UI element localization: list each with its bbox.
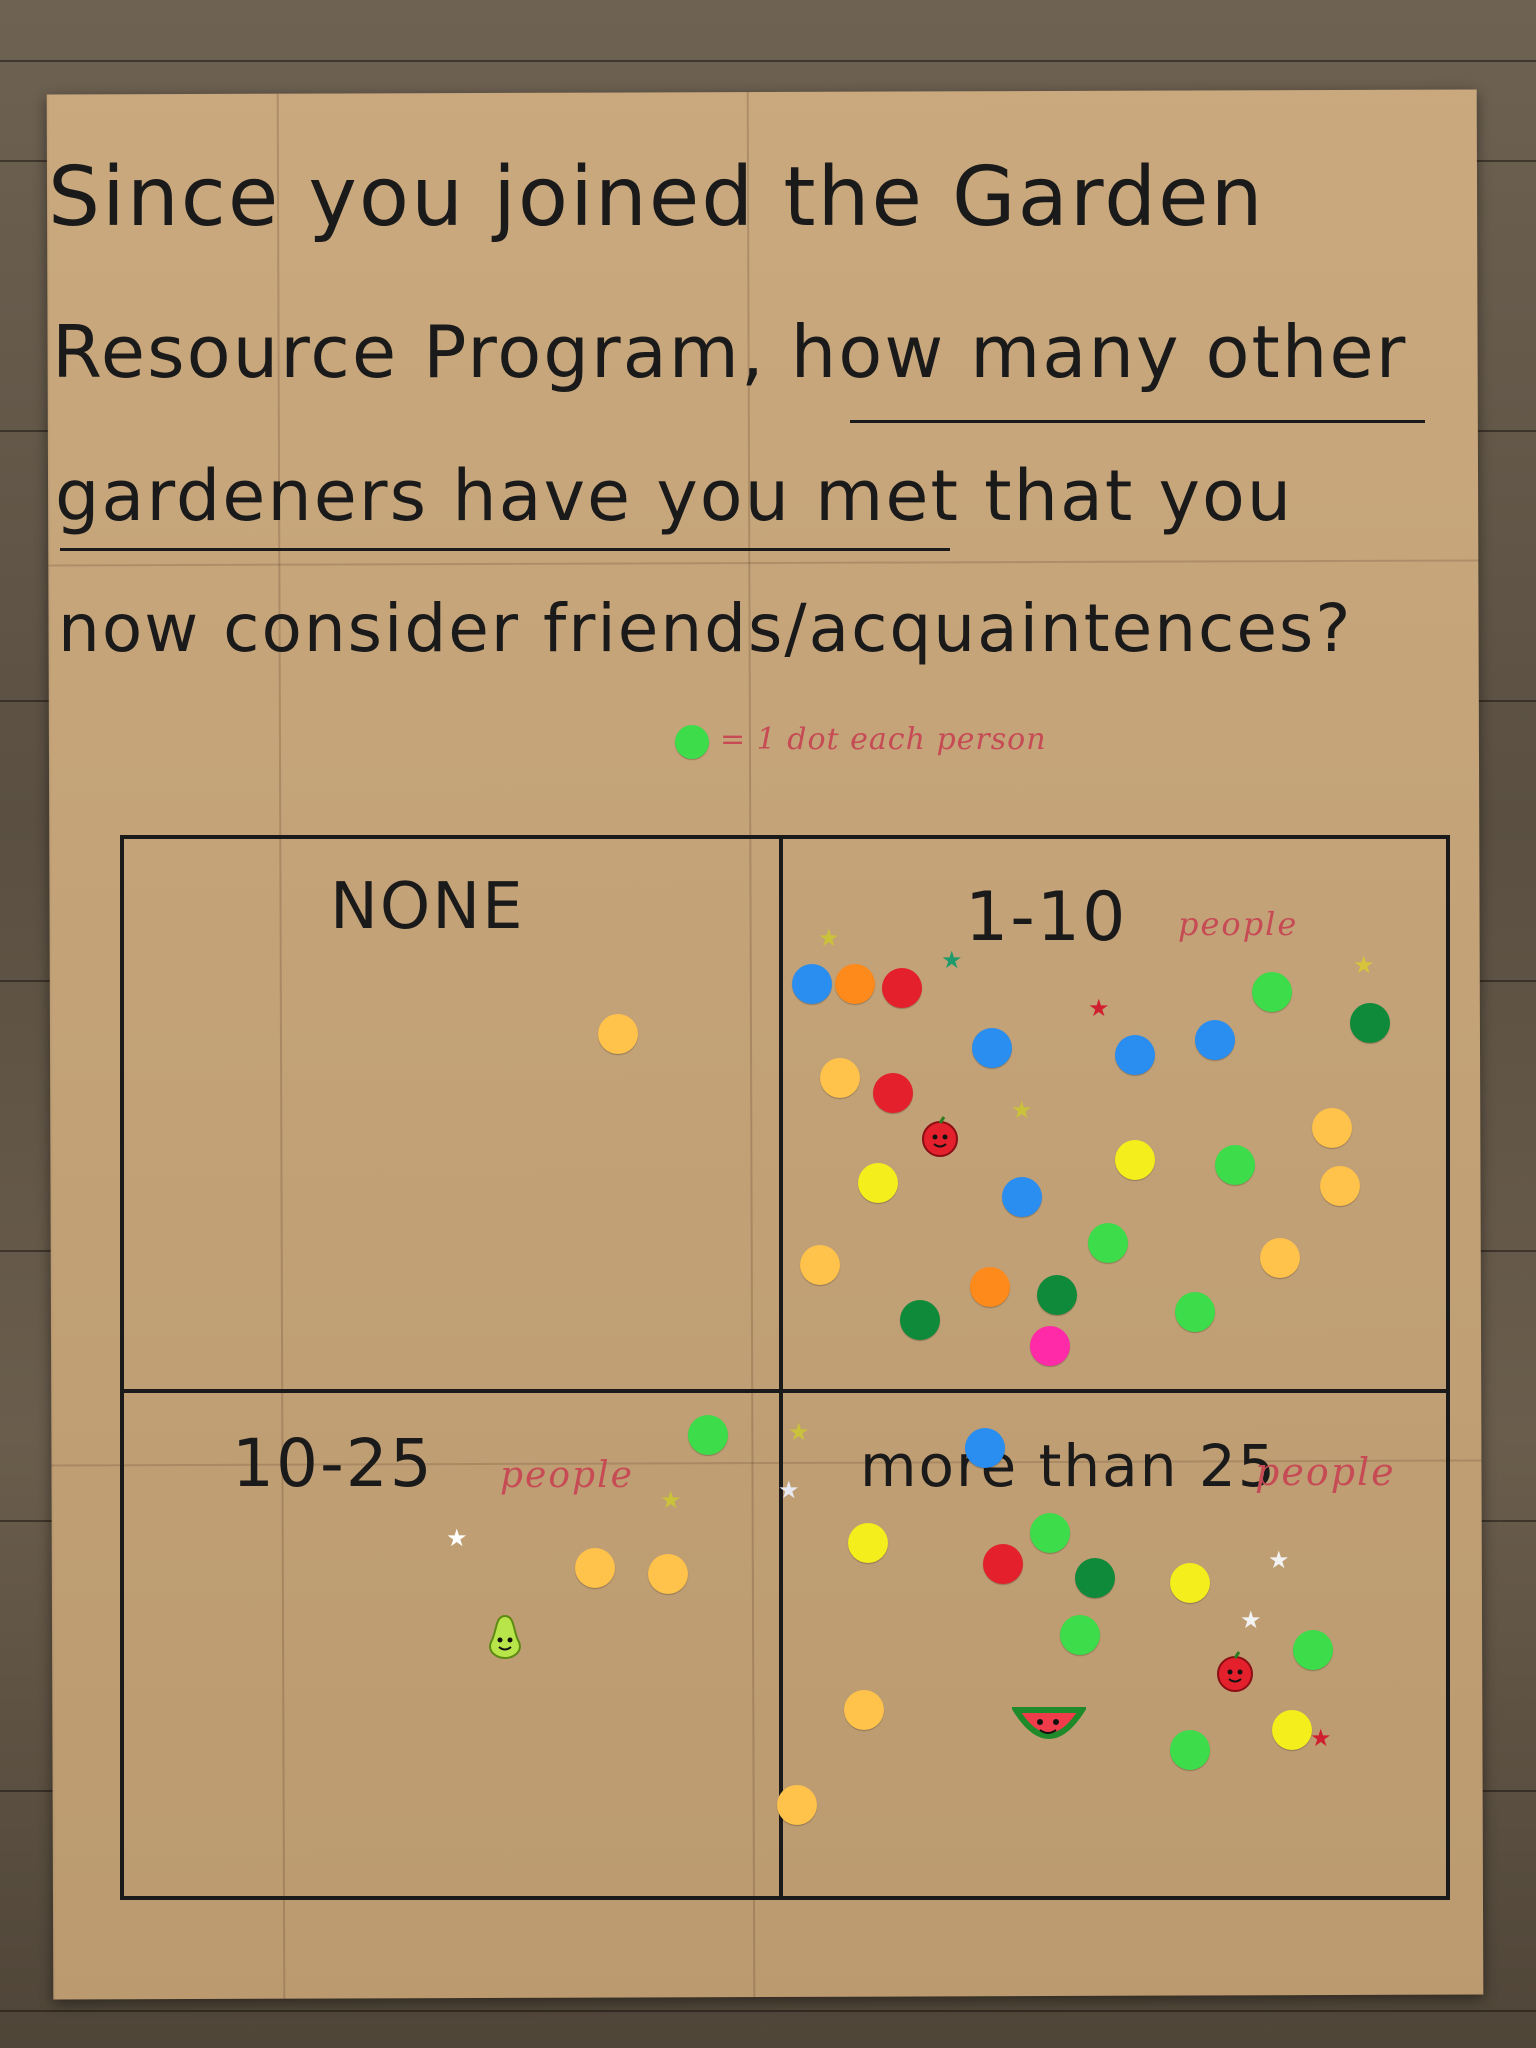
sticker-dot-dark-green [1075,1558,1115,1598]
sticker-dot-light-orange [777,1785,817,1825]
response-grid [120,835,1450,1900]
star-sticker: ★ [1353,951,1375,979]
sticker-dot-orange [970,1267,1010,1307]
star-sticker: ★ [941,946,963,974]
sticker-dot-light-orange [598,1014,638,1054]
star-sticker: ★ [1088,994,1110,1022]
sticker-dot-red [983,1544,1023,1584]
quadrant-label-none: NONE [330,870,525,944]
sticker-dot-green [1215,1145,1255,1185]
sticker-dot-dark-green [900,1300,940,1340]
star-sticker: ★ [660,1486,682,1514]
poster-title-line-4: now consider friends/acquaintences? [58,590,1353,667]
sticker-dot-green [688,1415,728,1455]
sticker-dot-dark-green [1037,1275,1077,1315]
sticker-dot-dark-green [1350,1003,1390,1043]
quadrant-sub-10-25: people [500,1455,634,1496]
sticker-dot-red [873,1073,913,1113]
sticker-dot-green [1088,1223,1128,1263]
apple-sticker [922,1116,958,1157]
grid-divider-vertical [779,839,783,1896]
star-sticker: ★ [818,924,840,952]
sticker-dot-red [882,968,922,1008]
sticker-dot-green [1060,1615,1100,1655]
sticker-dot-yellow [858,1163,898,1203]
poster-title-line-2: Resource Program, how many other [52,310,1408,394]
sticker-dot-blue [1002,1177,1042,1217]
sticker-dot-light-orange [1320,1166,1360,1206]
sticker-dot-light-orange [1260,1238,1300,1278]
quadrant-sub-1-10: people [1178,905,1299,943]
star-sticker: ★ [1011,1096,1033,1124]
grid-divider-horizontal [124,1389,1446,1393]
sticker-dot-light-orange [1312,1108,1352,1148]
poster-title-line-3: gardeners have you met that you [55,455,1294,537]
apple-sticker [1217,1651,1253,1692]
sticker-dot-green [1030,1513,1070,1553]
sticker-dot-pink [1030,1326,1070,1366]
watermelon-sticker [1012,1707,1086,1739]
sticker-dot-light-orange [844,1690,884,1730]
sticker-dot-green [1175,1292,1215,1332]
star-sticker: ★ [788,1418,810,1446]
sticker-dot-green [1293,1630,1333,1670]
star-sticker: ★ [1240,1606,1262,1634]
sticker-dot-yellow [1272,1710,1312,1750]
legend-text: = 1 dot each person [720,722,1047,757]
title-underline [850,420,1425,423]
floorboard-line [0,60,1536,62]
sticker-dot-green [1252,972,1292,1012]
title-underline [60,548,950,551]
sticker-dot-blue [792,964,832,1004]
star-sticker: ★ [446,1524,468,1552]
star-sticker: ★ [778,1476,800,1504]
sticker-dot-light-orange [820,1058,860,1098]
legend-dot [675,725,709,759]
sticker-dot-yellow [1115,1140,1155,1180]
sticker-dot-blue [1115,1035,1155,1075]
sticker-dot-green [1170,1730,1210,1770]
star-sticker: ★ [1310,1724,1332,1752]
paper-fold [48,559,1479,567]
quadrant-sub-more-than-25: people [1255,1450,1396,1494]
sticker-dot-blue [965,1428,1005,1468]
sticker-dot-light-orange [800,1245,840,1285]
sticker-dot-yellow [848,1523,888,1563]
sticker-dot-orange [835,964,875,1004]
floorboard-line [0,2010,1536,2012]
star-sticker: ★ [1268,1546,1290,1574]
quadrant-label-10-25: 10-25 [232,1425,434,1502]
quadrant-label-1-10: 1-10 [965,878,1128,957]
sticker-dot-blue [972,1028,1012,1068]
sticker-dot-yellow [1170,1563,1210,1603]
sticker-dot-light-orange [575,1548,615,1588]
poster-title-line-1: Since you joined the Garden [48,150,1265,245]
quadrant-label-more-than-25: more than 25 [860,1432,1277,1500]
sticker-dot-blue [1195,1020,1235,1060]
pear-sticker [489,1614,521,1660]
sticker-dot-light-orange [648,1554,688,1594]
